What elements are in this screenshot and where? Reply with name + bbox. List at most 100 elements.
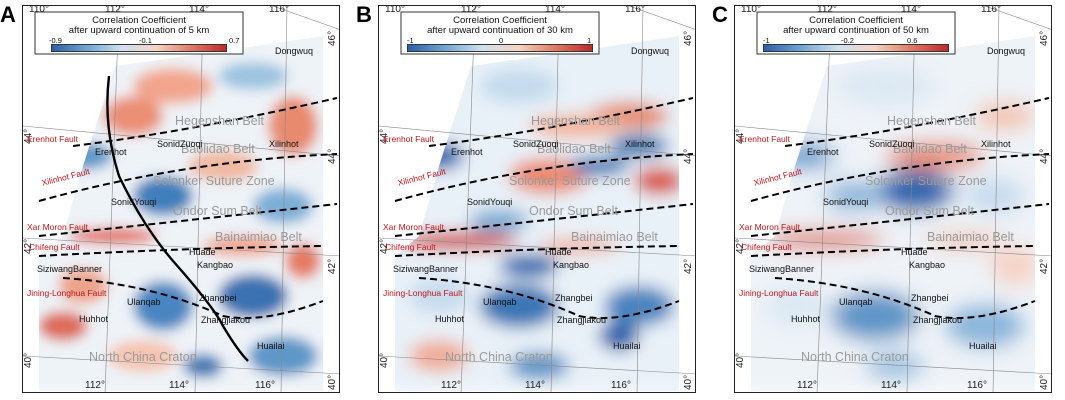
- tick-right-40: 40°: [327, 374, 338, 390]
- city-zhangjiakou: Zhangjiakou: [201, 315, 251, 325]
- city-huailai: Huailai: [613, 341, 641, 351]
- colorbar-tick-min: -0.9: [49, 36, 62, 45]
- belt-north-china-craton: North China Craton: [801, 350, 909, 364]
- belt-ondor: Ondor Sum Belt: [885, 204, 974, 218]
- tick-top-114: 114°: [189, 5, 209, 15]
- tick-bottom-112: 112°: [85, 380, 105, 391]
- colorbar-tick-min: -1: [763, 36, 770, 45]
- tick-bottom-112: 112°: [441, 380, 461, 391]
- city-huailai: Huailai: [969, 341, 997, 351]
- city-zhangbei: Zhangbei: [911, 293, 949, 303]
- tick-top-112: 112°: [105, 5, 125, 15]
- map-panel-a: A: [0, 0, 345, 400]
- city-siziwangbanner: SiziwangBanner: [749, 264, 815, 274]
- tick-right-42: 42°: [1039, 258, 1050, 274]
- tick-left-40: 40°: [735, 352, 746, 368]
- city-sonidyouqi: SonidYouqi: [823, 197, 869, 207]
- fault-chifeng: Chifeng Fault: [29, 242, 80, 252]
- anomaly-field: [395, 36, 679, 391]
- tick-right-46: 46°: [327, 30, 338, 46]
- legend-title-line1: Correlation Coefficient: [809, 15, 903, 26]
- city-siziwangbanner: SiziwangBanner: [37, 264, 103, 274]
- city-huade: Huade: [189, 247, 216, 257]
- city-dongwuq: Dongwuq: [631, 46, 670, 56]
- tick-bottom-114: 114°: [169, 380, 189, 391]
- tick-top-112: 112°: [461, 5, 481, 15]
- belt-solonker: Solonker Suture Zone: [865, 174, 987, 188]
- tick-bottom-116: 116°: [255, 380, 275, 391]
- tick-top-110: 110°: [29, 5, 49, 15]
- fault-lines: [394, 97, 694, 320]
- tick-bottom-116: 116°: [611, 380, 631, 391]
- belt-bainaimiao: Bainaimiao Belt: [215, 230, 302, 244]
- legend-title-line2: after upward continuation of 50 km: [783, 25, 929, 36]
- panel-letter: B: [356, 2, 372, 27]
- city-ulanqab: Ulanqab: [483, 297, 517, 307]
- tick-left-40: 40°: [379, 352, 390, 368]
- correlation-map: [23, 6, 339, 392]
- belt-baolidao: Baolidao Belt: [537, 142, 611, 156]
- map-frame: Correlation Coefficient after upward con…: [22, 5, 340, 393]
- tick-top-112: 112°: [817, 5, 837, 15]
- tick-top-114: 114°: [545, 5, 565, 15]
- city-huhhot: Huhhot: [435, 314, 465, 324]
- city-sonidzuoqi: SonidZuoqi: [513, 139, 559, 149]
- city-huailai: Huailai: [257, 341, 285, 351]
- tick-right-40: 40°: [683, 374, 694, 390]
- city-ulanqab: Ulanqab: [839, 297, 873, 307]
- map-frame: Correlation Coefficient after upward con…: [734, 5, 1052, 393]
- fault-chifeng: Chifeng Fault: [741, 242, 792, 252]
- graticule: [379, 6, 695, 392]
- belt-ondor: Ondor Sum Belt: [529, 204, 618, 218]
- city-zhangbei: Zhangbei: [555, 293, 593, 303]
- panel-letter: A: [0, 2, 16, 27]
- belt-baolidao: Baolidao Belt: [181, 142, 255, 156]
- anomaly-field: [751, 36, 1035, 391]
- city-xilinhot: Xilinhot: [269, 139, 299, 149]
- tick-right-46: 46°: [1039, 30, 1050, 46]
- colorbar-tick-mid: -0.1: [139, 36, 152, 45]
- tick-top-114: 114°: [901, 5, 921, 15]
- belt-solonker: Solonker Suture Zone: [509, 174, 631, 188]
- legend-title-line1: Correlation Coefficient: [453, 15, 547, 26]
- tick-top-116: 116°: [625, 5, 645, 15]
- fault-erenhot: Erenhot Fault: [27, 134, 79, 144]
- colorbar: [407, 44, 593, 52]
- city-zhangbei: Zhangbei: [199, 293, 237, 303]
- profile-line: [106, 75, 249, 362]
- tick-right-46: 46°: [683, 30, 694, 46]
- city-dongwuq: Dongwuq: [987, 46, 1026, 56]
- city-zhangjiakou: Zhangjiakou: [557, 315, 607, 325]
- city-huhhot: Huhhot: [79, 314, 109, 324]
- tick-top-110: 110°: [385, 5, 405, 15]
- city-erenhot: Erenhot: [451, 147, 483, 157]
- fault-jining-longhua: Jining-Longhua Fault: [27, 288, 107, 298]
- city-sonidzuoqi: SonidZuoqi: [157, 139, 203, 149]
- tick-top-116: 116°: [269, 5, 289, 15]
- tick-bottom-112: 112°: [797, 380, 817, 391]
- fault-xarmoron: Xar Moron Fault: [739, 222, 800, 232]
- tick-right-42: 42°: [683, 258, 694, 274]
- fault-chifeng: Chifeng Fault: [385, 242, 436, 252]
- fault-erenhot: Erenhot Fault: [739, 134, 791, 144]
- belt-hegenshan: Hegenshan Belt: [887, 114, 976, 128]
- belt-bainaimiao: Bainaimiao Belt: [927, 230, 1014, 244]
- city-erenhot: Erenhot: [807, 147, 839, 157]
- city-kangbao: Kangbao: [553, 260, 590, 270]
- city-huhhot: Huhhot: [791, 314, 821, 324]
- colorbar-legend: Correlation Coefficient after upward con…: [757, 12, 955, 54]
- belt-ondor: Ondor Sum Belt: [173, 204, 262, 218]
- city-ulanqab: Ulanqab: [127, 297, 161, 307]
- map-panel-b: B: [356, 0, 701, 400]
- tick-right-44: 44°: [1039, 148, 1050, 164]
- city-xilinhot: Xilinhot: [625, 139, 655, 149]
- tick-bottom-116: 116°: [967, 380, 987, 391]
- city-sonidyouqi: SonidYouqi: [467, 197, 513, 207]
- fault-xarmoron: Xar Moron Fault: [27, 222, 88, 232]
- city-siziwangbanner: SiziwangBanner: [393, 264, 459, 274]
- map-frame: Correlation Coefficient after upward con…: [378, 5, 696, 393]
- correlation-map: [379, 6, 695, 392]
- colorbar-legend: Correlation Coefficient after upward con…: [401, 12, 599, 54]
- city-sonidzuoqi: SonidZuoqi: [869, 139, 915, 149]
- legend-title-line1: Correlation Coefficient: [92, 15, 186, 26]
